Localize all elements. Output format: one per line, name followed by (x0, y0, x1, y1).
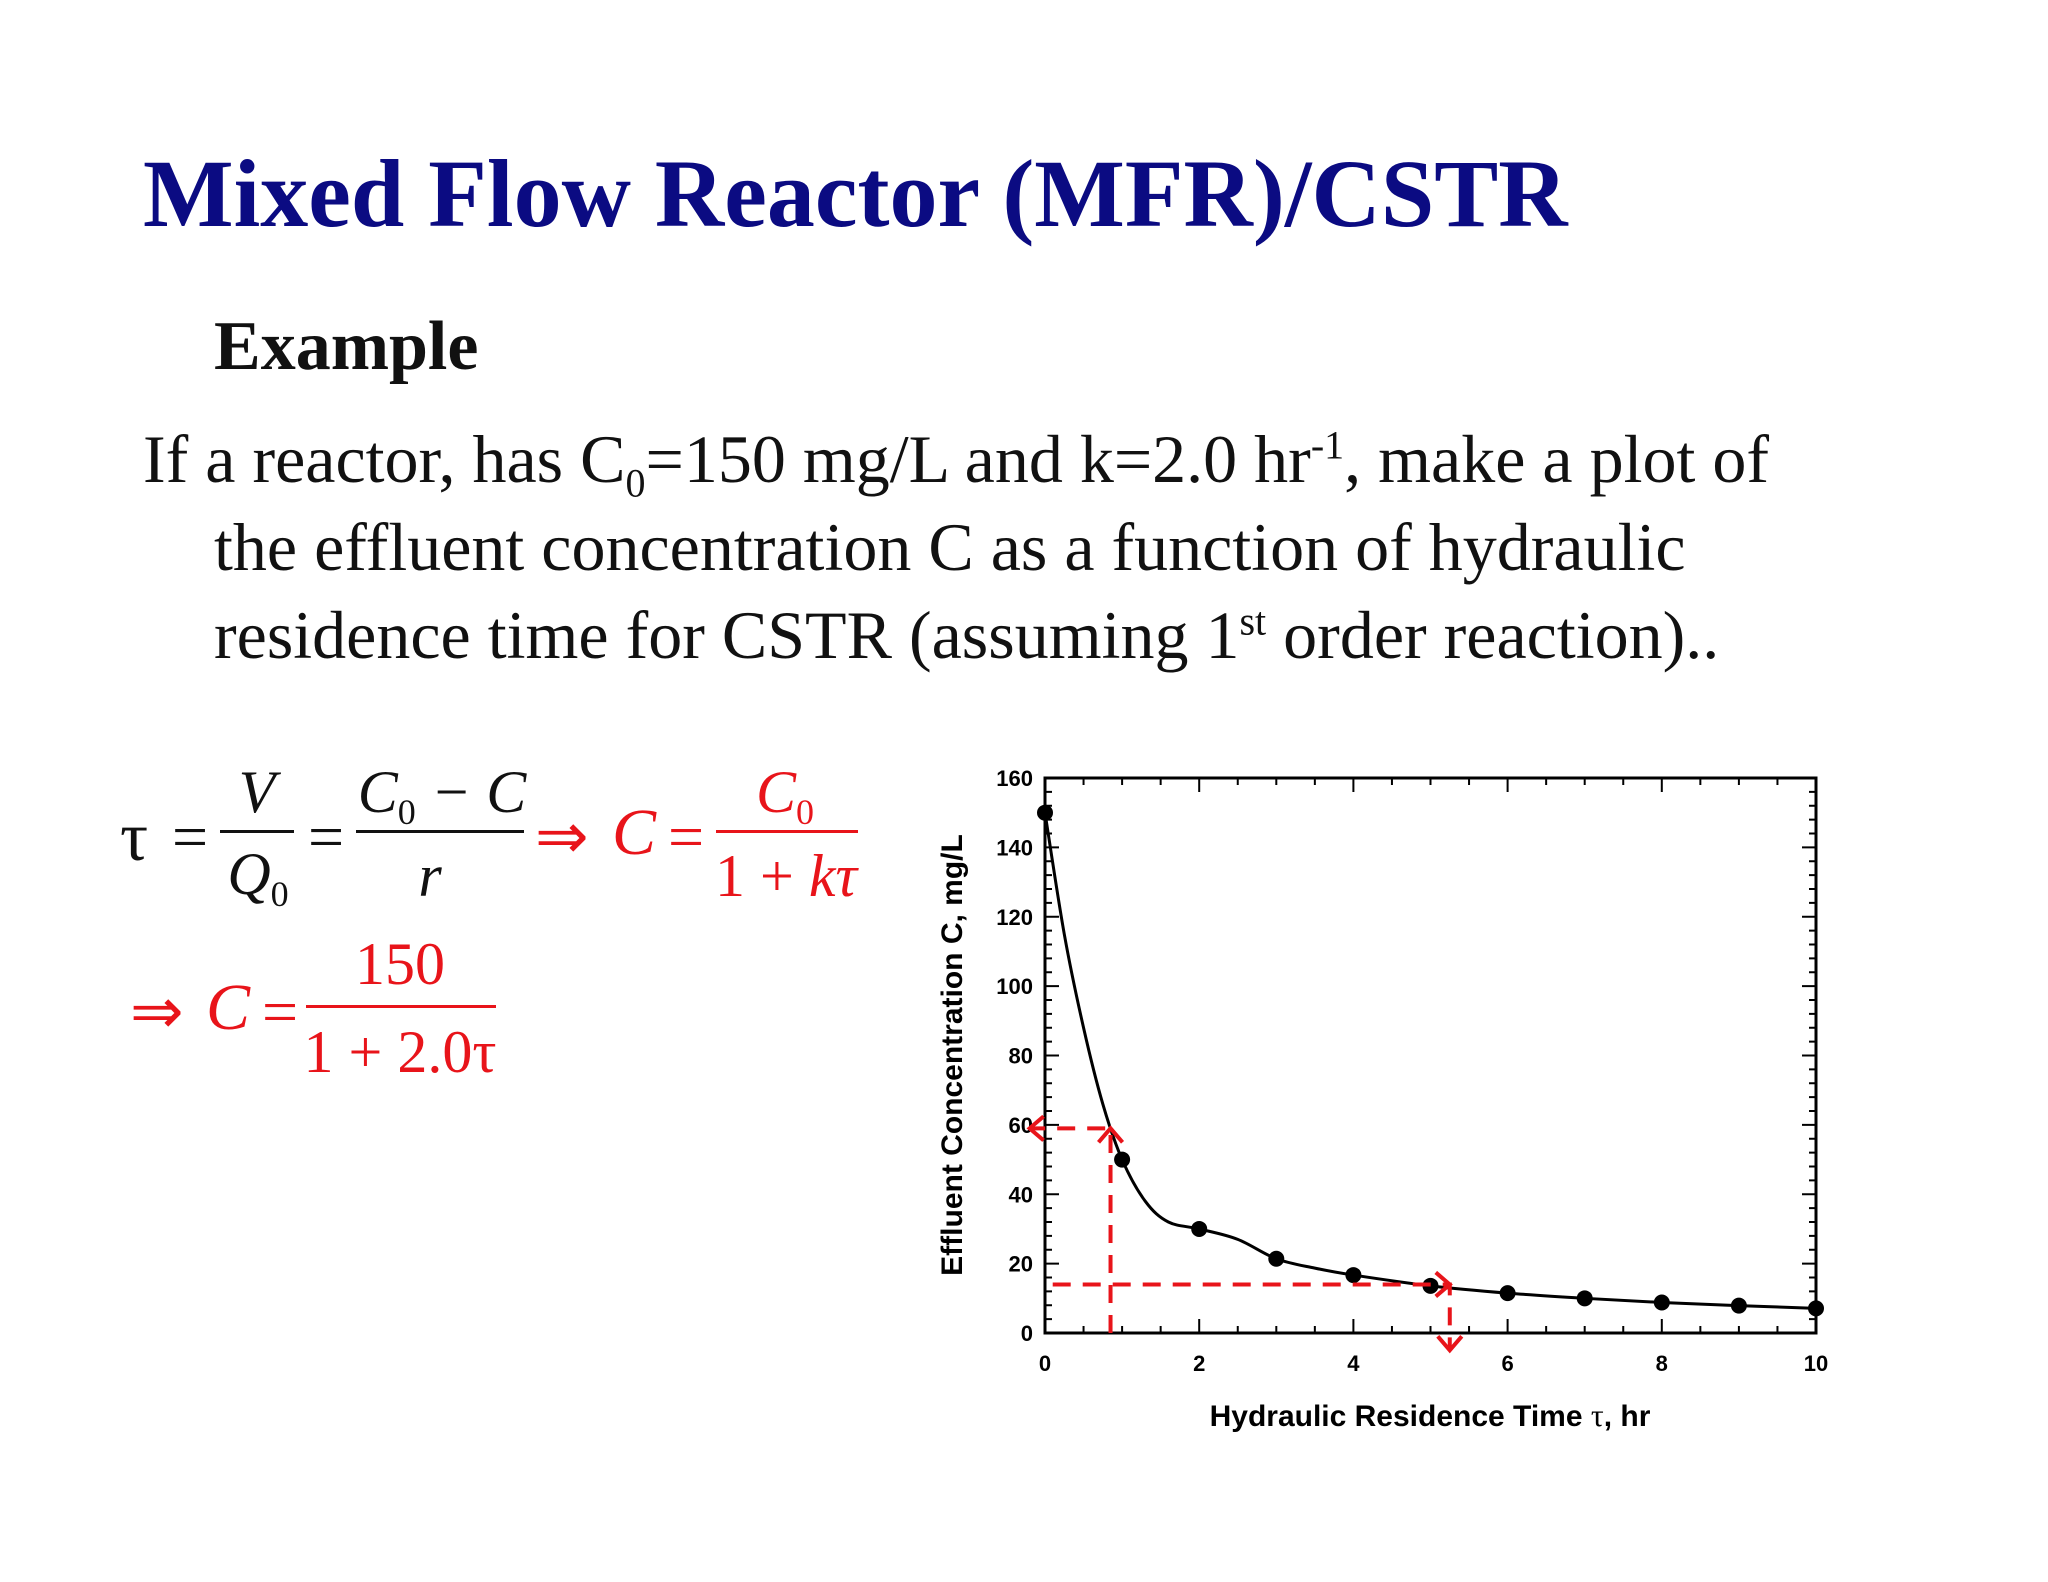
c0-numerator: C0 (755, 759, 815, 832)
x-axis-label: Hydraulic Residence Time τ, hr (1210, 1397, 1651, 1433)
data-point (1730, 1297, 1747, 1314)
fitted-curve (1043, 812, 1817, 1310)
c0-minus-c-numerator: C0 − C (357, 759, 527, 832)
x-tick-label: 10 (1804, 1351, 1828, 1376)
minor-ticks (1044, 777, 1817, 1334)
fraction-bar (356, 830, 524, 833)
statement-line-1: If a reactor, has C0=150 mg/L and k=2.0 … (143, 421, 1770, 506)
guide-arrowhead (1434, 1270, 1453, 1298)
guide-arrowhead (1026, 1114, 1045, 1142)
equals-sign: = (308, 801, 345, 872)
x-tick-label: 6 (1501, 1351, 1513, 1376)
implies-arrow: ⇒ (130, 976, 184, 1047)
y-tick-label: 20 (1009, 1252, 1033, 1277)
y-tick-label: 80 (1009, 1044, 1033, 1069)
y-axis-label: Effluent Concentration C, mg/L (936, 834, 969, 1276)
data-point (1114, 1151, 1131, 1168)
y-tick-label: 140 (996, 835, 1033, 860)
y-tick-label: 160 (996, 766, 1033, 791)
equals-sign: = (172, 801, 209, 872)
statement-line-2: the effluent concentration C as a functi… (214, 509, 1686, 585)
y-tick-label: 60 (1009, 1113, 1033, 1138)
y-tick-label: 120 (996, 905, 1033, 930)
v-over-q-numerator: V (238, 759, 276, 825)
x-tick-label: 0 (1039, 1351, 1051, 1376)
data-point (1345, 1267, 1362, 1284)
numerator-150: 150 (355, 931, 445, 997)
x-axis-ticks: 0 2 4 6 8 10 (1039, 1351, 1828, 1376)
x-tick-label: 2 (1193, 1351, 1205, 1376)
c-symbol: C (206, 971, 251, 1044)
fraction-bar (306, 1005, 496, 1008)
data-point (1808, 1300, 1824, 1317)
implies-arrow: ⇒ (535, 801, 589, 872)
fraction-bar (220, 830, 294, 833)
one-plus-ktau-denominator: 1 + kτ (715, 843, 857, 909)
y-axis-ticks: 0 20 40 60 80 100 120 140 160 (996, 766, 1033, 1346)
equals-sign: = (668, 801, 705, 872)
dashed-guide-line (1029, 1126, 1113, 1333)
y-tick-label: 100 (996, 974, 1033, 999)
data-point (1576, 1290, 1593, 1307)
x-tick-label: 8 (1656, 1351, 1668, 1376)
denominator-1-plus-2tau: 1 + 2.0τ (303, 1019, 497, 1085)
data-point (1191, 1220, 1208, 1237)
c-symbol: C (612, 796, 657, 869)
plot-frame (1043, 776, 1818, 1335)
data-point (1653, 1294, 1670, 1311)
y-tick-label: 40 (1009, 1182, 1033, 1207)
example-heading: Example (214, 308, 479, 385)
r-denominator: r (418, 843, 442, 909)
tau-symbol: τ (120, 799, 149, 876)
equals-sign: = (262, 976, 299, 1047)
slide-title: Mixed Flow Reactor (MFR)/CSTR (143, 140, 1568, 247)
reading-guides (1026, 1114, 1464, 1354)
guide-arrowhead (1436, 1335, 1464, 1354)
fraction-bar (716, 830, 858, 833)
y-tick-label: 0 (1021, 1321, 1033, 1346)
v-over-q-denominator: Q0 (227, 841, 289, 914)
data-point (1037, 804, 1053, 821)
data-point (1499, 1285, 1516, 1302)
data-points (1037, 804, 1824, 1317)
data-point (1268, 1250, 1285, 1267)
guide-arrowhead (1097, 1125, 1125, 1144)
x-tick-label: 4 (1347, 1351, 1360, 1376)
problem-statement: If a reactor, has C0=150 mg/L and k=2.0 … (143, 415, 1993, 679)
statement-line-3: residence time for CSTR (assuming 1st or… (214, 597, 1720, 673)
